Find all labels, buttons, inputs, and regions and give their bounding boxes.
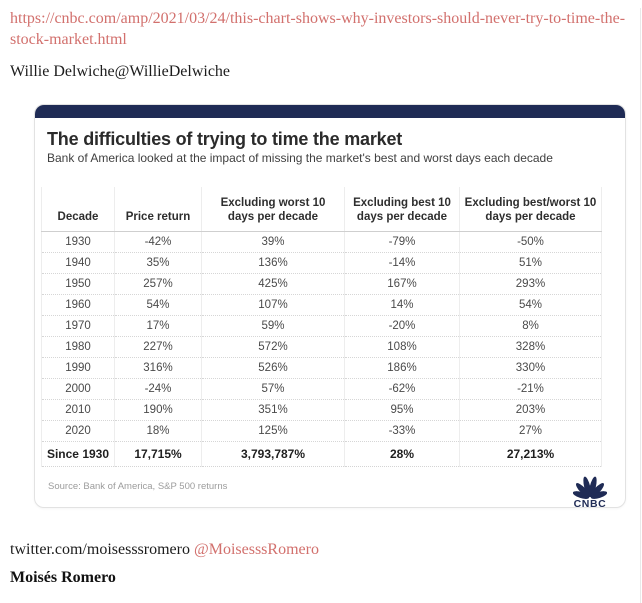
table-cell: -62% [344, 377, 460, 399]
table-row: 1950 257% 425% 167% 293% [41, 272, 602, 294]
twitter-attribution: twitter.com/moisesssromero @MoisesssRome… [10, 541, 319, 559]
column-header: Decade [41, 187, 115, 232]
table-cell: -14% [344, 251, 460, 273]
table-cell: 27,213% [459, 440, 602, 466]
column-header: Excluding best 10 days per decade [344, 187, 460, 232]
table-cell: 59% [201, 314, 345, 336]
table-cell: 27% [459, 419, 602, 441]
table-cell: 57% [201, 377, 345, 399]
column-header: Price return [114, 187, 202, 232]
table-row: 1980 227% 572% 108% 328% [41, 335, 602, 357]
table-cell: 14% [344, 293, 460, 315]
table-row: 1930 -42% 39% -79% -50% [42, 231, 602, 252]
cnbc-wordmark: CNBC [573, 498, 607, 510]
table-total-row: Since 1930 17,715% 3,793,787% 28% 27,213% [41, 440, 602, 466]
table-cell: -20% [344, 314, 460, 336]
table-cell: 1940 [41, 251, 115, 273]
column-header: Excluding worst 10 days per decade [201, 187, 345, 232]
table-cell: 190% [114, 398, 202, 420]
table-cell: Since 1930 [41, 440, 115, 466]
table-cell: 28% [344, 440, 460, 466]
table-row: 1940 35% 136% -14% 51% [41, 251, 602, 273]
table-cell: 39% [201, 231, 345, 252]
table-header-row: Decade Price return Excluding worst 10 day… [41, 187, 602, 232]
table-cell: 108% [344, 335, 460, 357]
cnbc-logo: CNBC [569, 473, 611, 510]
author-attribution: Willie Delwiche@WillieDelwiche [10, 63, 231, 80]
table-cell: -42% [114, 231, 202, 252]
table-cell: 2020 [41, 419, 115, 441]
table-row: 2020 18% 125% -33% 27% [41, 419, 602, 441]
table-cell: 572% [201, 335, 345, 357]
table-row: 2010 190% 351% 95% 203% [41, 398, 602, 420]
table-row: 1990 316% 526% 186% 330% [41, 356, 602, 378]
table-cell: 293% [459, 272, 602, 294]
table-cell: 316% [114, 356, 202, 378]
table-cell: 125% [201, 419, 345, 441]
table-cell: 1930 [65, 235, 91, 248]
table-cell: -33% [344, 419, 460, 441]
table-cell: 1970 [41, 314, 115, 336]
chart-title: The difficulties of trying to time the m… [47, 129, 403, 149]
table-cell: -50% [459, 231, 602, 252]
table-cell: 330% [459, 356, 602, 378]
table-cell: 1990 [41, 356, 115, 378]
table-cell: 54% [459, 293, 602, 315]
table-cell: 136% [201, 251, 345, 273]
table-cell: 107% [201, 293, 345, 315]
table-cell: 203% [459, 398, 602, 420]
article-url-link[interactable]: https://cnbc.com/amp/2021/03/24/this-cha… [10, 10, 626, 48]
returns-table: Decade Price return Excluding worst 10 day… [41, 187, 602, 467]
table-cell: 51% [459, 251, 602, 273]
chart-subtitle: Bank of America looked at the impact of … [47, 151, 553, 165]
table-cell: -24% [114, 377, 202, 399]
table-cell: 3,793,787% [201, 440, 345, 466]
table-cell: 1980 [41, 335, 115, 357]
source-note: Source: Bank of America, S&P 500 returns [48, 481, 228, 492]
cnbc-chart-card: The difficulties of trying to time the m… [34, 104, 626, 510]
table-cell: 17,715% [114, 440, 202, 466]
table-cell: -21% [459, 377, 602, 399]
column-header: Excluding best/worst 10 days per decade [459, 187, 602, 232]
table-cell: 1960 [41, 293, 115, 315]
twitter-url-text: twitter.com/moisesssromero [10, 541, 190, 558]
table-cell: 2010 [41, 398, 115, 420]
table-cell: 167% [344, 272, 460, 294]
card-accent-bar [35, 105, 625, 118]
table-row: 1960 54% 107% 14% 54% [41, 293, 602, 315]
table-cell: 257% [114, 272, 202, 294]
table-cell: 425% [201, 272, 345, 294]
table-cell: 526% [201, 356, 345, 378]
table-row: 1970 17% 59% -20% 8% [41, 314, 602, 336]
table-cell: 8% [459, 314, 602, 336]
table-cell: 95% [344, 398, 460, 420]
table-cell: 186% [344, 356, 460, 378]
table-cell: 54% [114, 293, 202, 315]
twitter-handle-link[interactable]: @MoisesssRomero [193, 541, 319, 558]
table-cell: 18% [114, 419, 202, 441]
table-cell: 1950 [41, 272, 115, 294]
screenshot-right-edge [640, 8, 641, 603]
table-row: 2000 -24% 57% -62% -21% [41, 377, 602, 399]
table-cell: 35% [114, 251, 202, 273]
table-cell: 328% [459, 335, 602, 357]
table-cell: -79% [344, 231, 460, 252]
table-cell: 227% [114, 335, 202, 357]
table-cell: 2000 [41, 377, 115, 399]
table-cell: 351% [201, 398, 345, 420]
author-name: Moisés Romero [10, 569, 116, 586]
table-cell: 17% [114, 314, 202, 336]
cnbc-peacock-icon [572, 476, 608, 499]
